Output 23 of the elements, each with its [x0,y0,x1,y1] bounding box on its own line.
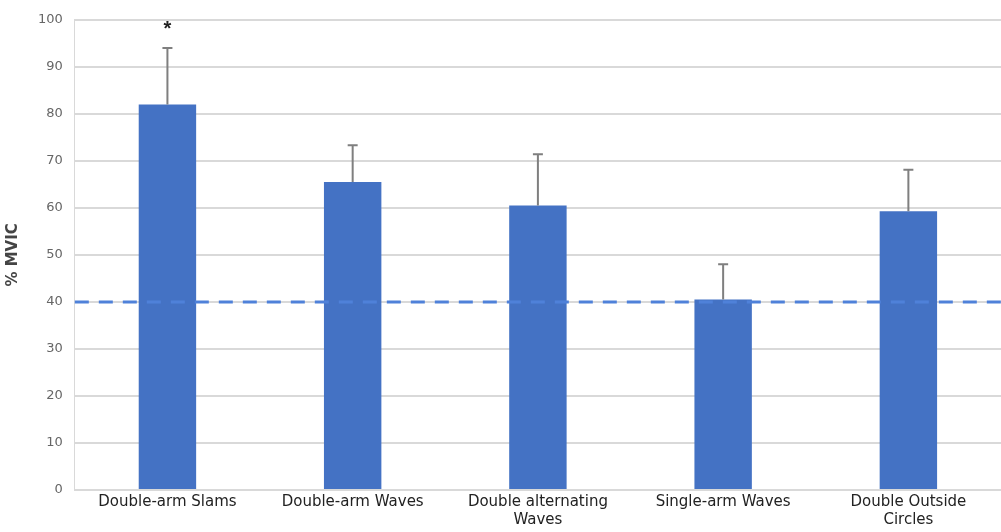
y-tick-label: 80 [46,105,63,121]
x-tick-label: Double-arm Waves [281,491,424,510]
y-tick-label: 40 [46,293,63,309]
y-tick-label: 70 [46,152,63,168]
bar [694,299,752,489]
y-axis-title: % MVIC [2,223,21,287]
y-tick-label: 0 [54,481,63,497]
annotation: * [163,17,172,40]
y-tick-label: 50 [46,246,63,262]
y-tick-label: 10 [46,434,63,450]
y-tick-label: 100 [37,11,63,27]
x-tick-label: Double Outside Circles [850,491,967,528]
y-tick-label: 30 [46,340,63,356]
bar [323,182,382,489]
y-tick-label: 90 [46,58,63,74]
bar [138,104,197,489]
y-tick-label: 20 [46,387,63,403]
x-tick-label: Double-arm Slams [98,491,237,510]
x-tick-label: Single-arm Waves [655,491,791,510]
bar [879,211,938,489]
x-tick-label: Double alternating Waves [467,491,608,528]
bar [509,205,567,489]
y-tick-label: 60 [46,199,63,215]
